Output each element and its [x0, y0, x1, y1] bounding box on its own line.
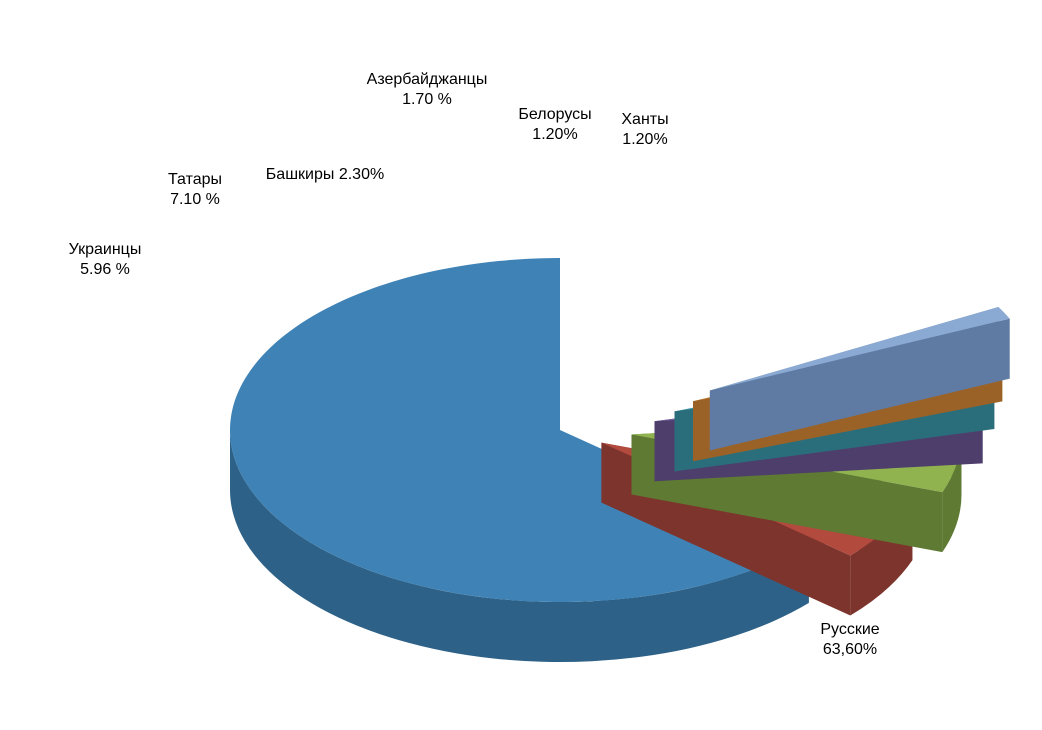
label-tatary: Татары 7.10 % — [168, 170, 222, 210]
label-belorusy: Белорусы 1.20% — [518, 105, 591, 145]
label-ukraincy: Украинцы 5.96 % — [69, 240, 142, 280]
ethnicity-pie-chart: Украинцы 5.96 % Татары 7.10 % Башкиры 2.… — [0, 0, 1042, 725]
label-bashkiry: Башкиры 2.30% — [266, 165, 384, 185]
label-russkie: Русские 63,60% — [820, 620, 879, 660]
label-azerbaidzhancy: Азербайджанцы 1.70 % — [367, 70, 488, 110]
label-hanty: Ханты 1.20% — [621, 110, 668, 150]
